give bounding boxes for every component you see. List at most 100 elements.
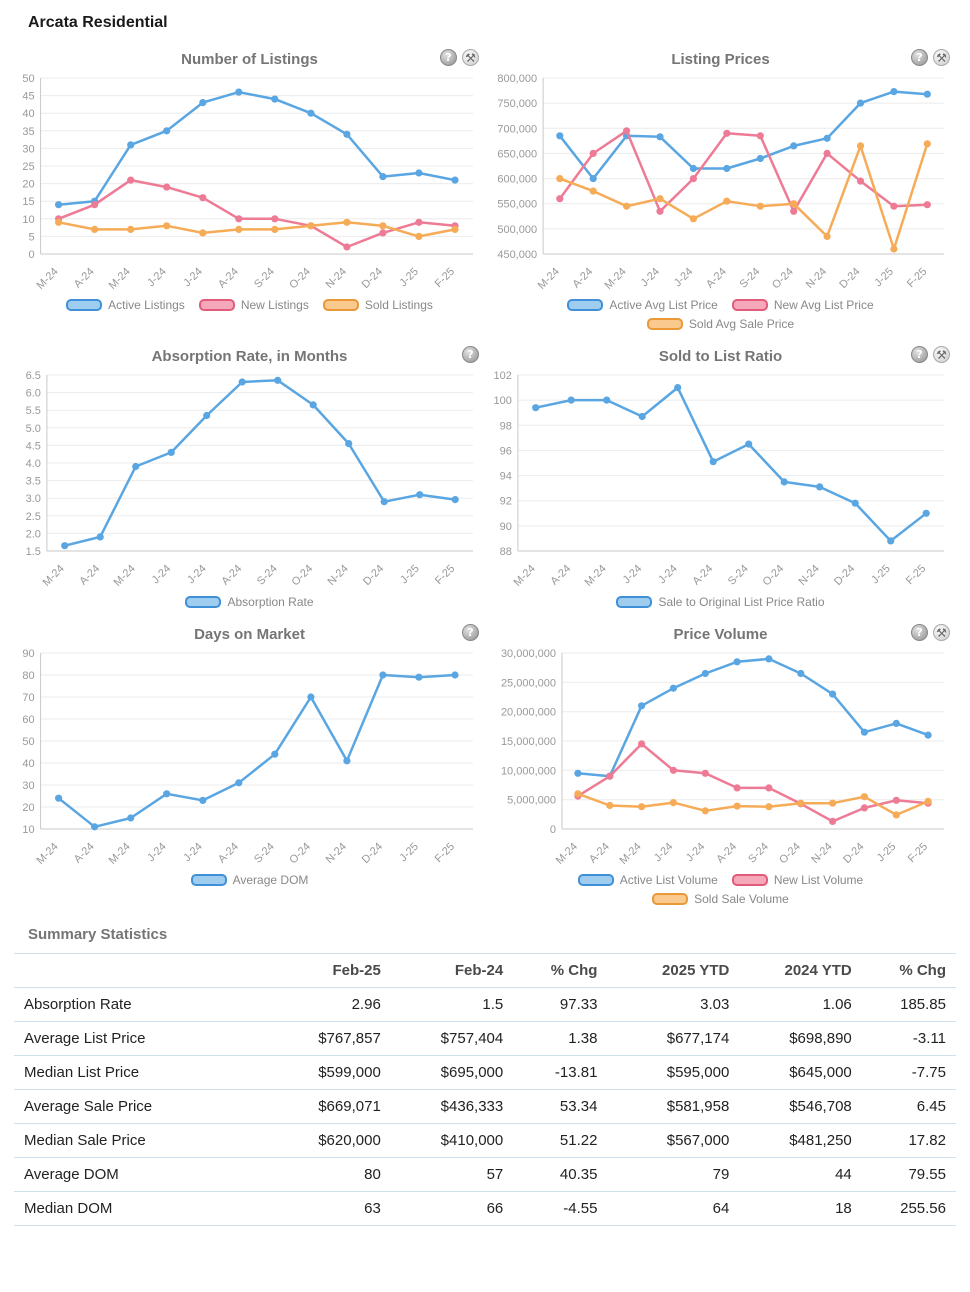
legend-label: Average DOM (232, 873, 309, 887)
y-tick-label: 10 (22, 214, 34, 226)
chart-canvas-container: 10 20 30 40 50 60 70 80 90 M-24 A-24 M-24 J-24 J-24 A-… (14, 647, 485, 873)
data-point (723, 129, 731, 137)
cell-value: 44 (739, 1157, 862, 1192)
data-point (823, 149, 831, 157)
cell-value: 66 (390, 1191, 514, 1226)
legend-item[interactable]: Sold Sale Volume (652, 892, 789, 906)
data-point (235, 779, 243, 787)
info-icon[interactable]: ? (911, 346, 928, 363)
cell-value: 79.55 (861, 1157, 956, 1192)
legend-item[interactable]: New Listings (198, 298, 309, 312)
series-line (576, 742, 930, 823)
cell-value: $677,174 (607, 1021, 740, 1056)
legend-item[interactable]: Active List Volume (577, 873, 718, 887)
data-point (343, 130, 351, 138)
y-tick-label: 4.0 (26, 458, 41, 470)
legend-item[interactable]: Active Avg List Price (567, 298, 718, 312)
series-line (57, 90, 457, 206)
data-point (856, 142, 865, 150)
legend-item[interactable]: New Avg List Price (731, 298, 874, 312)
chart-canvas: 10 20 30 40 50 60 70 80 90 M-24 A-24 M-24 J-24 J-24 A-… (22, 648, 473, 867)
column-header: Feb-25 (287, 953, 391, 988)
legend-swatch (731, 299, 768, 311)
legend-swatch (190, 874, 227, 886)
y-tick-label: 700,000 (497, 123, 537, 135)
cell-value: $620,000 (287, 1123, 391, 1158)
data-point (199, 796, 207, 804)
data-point (380, 498, 388, 506)
data-point (589, 187, 597, 195)
legend-item[interactable]: Active Listings (66, 298, 185, 312)
data-point (797, 669, 805, 678)
legend-swatch (322, 299, 359, 311)
data-point (723, 164, 731, 173)
legend-item[interactable]: Sold Listings (322, 298, 433, 312)
cell-value: $595,000 (607, 1055, 740, 1090)
data-point (733, 658, 741, 666)
column-header: 2024 YTD (739, 953, 862, 988)
x-tick-label: A-24 (216, 841, 241, 866)
data-point (701, 769, 709, 777)
data-point (669, 766, 677, 774)
x-tick-label: O-24 (761, 563, 787, 589)
data-point (669, 684, 677, 692)
data-point (127, 176, 135, 184)
table-row: Median Sale Price $620,000 $410,000 51.22 $5… (14, 1123, 956, 1158)
x-tick-label: O-24 (287, 841, 313, 867)
x-tick-label: F-25 (905, 266, 929, 290)
legend-swatch (652, 893, 689, 905)
x-tick-label: O-24 (287, 266, 313, 292)
legend-item[interactable]: New List Volume (731, 873, 863, 887)
x-tick-label: F-25 (904, 563, 928, 587)
info-icon[interactable]: ? (911, 624, 928, 641)
data-point (756, 202, 764, 210)
tools-icon[interactable]: ⚒ (933, 346, 950, 363)
legend-item[interactable]: Sold Avg Sale Price (646, 317, 794, 331)
tools-icon[interactable]: ⚒ (933, 624, 950, 641)
y-tick-label: 450,000 (497, 249, 537, 261)
x-tick-label: J-24 (145, 266, 169, 290)
data-point (638, 803, 646, 811)
data-point (451, 496, 459, 504)
y-tick-label: 30 (22, 780, 34, 792)
data-point (163, 222, 171, 230)
x-tick-label: D-24 (837, 266, 862, 291)
legend-label: Absorption Rate (227, 595, 314, 609)
x-tick-label: A-24 (72, 266, 97, 291)
data-point (307, 222, 315, 230)
data-point (638, 412, 646, 421)
table-row: Average DOM 80 57 40.35 79 44 79.55 (14, 1157, 956, 1192)
info-icon[interactable]: ? (440, 49, 457, 66)
y-tick-label: 98 (500, 420, 512, 432)
info-icon[interactable]: ? (911, 49, 928, 66)
data-point (790, 200, 798, 208)
tools-icon[interactable]: ⚒ (462, 49, 479, 66)
y-tick-label: 6.0 (26, 388, 41, 400)
data-point (723, 197, 731, 205)
data-point (574, 769, 582, 777)
x-tick-label: N-24 (804, 266, 829, 291)
data-point (307, 693, 315, 701)
chart-legend: Absorption Rate (35, 595, 465, 609)
y-tick-label: 80 (22, 670, 34, 682)
x-tick-label: J-24 (185, 563, 209, 587)
data-point (638, 702, 646, 710)
data-point (199, 194, 207, 202)
data-point (415, 673, 423, 681)
series-line (57, 178, 457, 249)
series-line (558, 90, 929, 180)
data-point (823, 134, 831, 142)
x-tick-label: J-24 (684, 841, 708, 865)
x-tick-label: J-24 (652, 841, 676, 865)
data-point (856, 99, 865, 107)
legend-item[interactable]: Average DOM (190, 873, 309, 887)
data-point (923, 90, 931, 98)
info-icon[interactable]: ? (462, 624, 479, 641)
legend-item[interactable]: Absorption Rate (185, 595, 314, 609)
legend-item[interactable]: Sale to Original List Price Ratio (616, 595, 825, 609)
x-tick-label: M-24 (35, 841, 61, 867)
tools-icon[interactable]: ⚒ (933, 49, 950, 66)
chart-canvas: 450,000 500,000 550,000 600,000 650,000 700,0… (497, 73, 944, 292)
info-icon[interactable]: ? (462, 346, 479, 363)
y-tick-label: 1.5 (26, 546, 41, 558)
